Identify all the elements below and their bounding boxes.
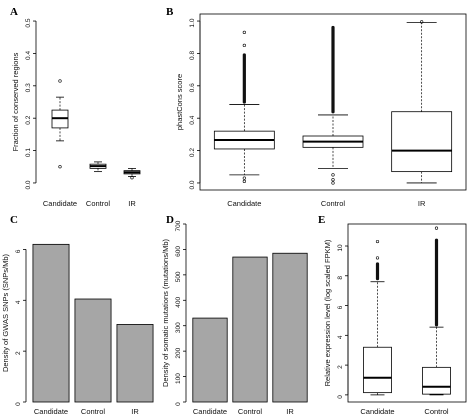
category-label: Candidate <box>34 407 68 416</box>
outlier-point <box>242 30 246 34</box>
category-label: IR <box>286 407 294 416</box>
y-tick-label: 700 <box>175 220 182 231</box>
y-tick-label: 8 <box>337 276 344 280</box>
outlier-point <box>434 226 439 230</box>
y-axis-label: Density of somatic mutations (mutations/… <box>161 239 170 387</box>
outlier-point <box>242 43 246 47</box>
y-tick-label: 500 <box>175 271 182 282</box>
category-label: IR <box>131 407 139 416</box>
outlier-band <box>434 238 439 327</box>
y-axis-label: phastCons score <box>175 74 184 130</box>
outlier-point <box>242 179 246 183</box>
panel-letter-b: B <box>166 6 174 18</box>
y-tick-label: 0.0 <box>189 180 196 189</box>
y-tick-label: 0 <box>337 395 344 399</box>
y-tick-label: 200 <box>175 347 182 358</box>
outlier-point <box>420 20 424 24</box>
y-tick-label: 0.6 <box>189 83 196 92</box>
y-tick-label: 300 <box>175 322 182 333</box>
bar <box>272 252 308 403</box>
outlier-point <box>375 256 380 260</box>
panel-letter-e: E <box>318 214 325 226</box>
category-label: Control <box>86 199 111 208</box>
category-label: Control <box>424 407 449 416</box>
category-label: Candidate <box>193 407 227 416</box>
outlier-band <box>331 25 335 114</box>
outlier-band <box>375 262 380 281</box>
y-tick-label: 4 <box>15 300 22 304</box>
outlier-point <box>375 239 380 244</box>
bar <box>232 256 268 403</box>
y-tick-label: 0.3 <box>25 83 32 92</box>
y-tick-label: 0.1 <box>25 148 32 157</box>
panel-c-bar-chart: 0 2 4 6 Density of GWAS SNPs (SNPs/Mb) Candid… <box>1 243 154 416</box>
category-label: Control <box>321 199 346 208</box>
category-label: Control <box>238 407 263 416</box>
y-axis-label: Relative expression level (log scaled FP… <box>323 239 332 386</box>
bar <box>32 243 70 403</box>
outlier-point <box>58 79 62 83</box>
outlier-point <box>331 181 335 185</box>
y-tick-label: 0.4 <box>189 115 196 124</box>
category-label: Candidate <box>43 199 77 208</box>
category-label: Candidate <box>360 407 394 416</box>
panel-letter-d: D <box>166 214 174 226</box>
y-tick-label: 100 <box>175 373 182 384</box>
y-tick-label: 6 <box>15 249 22 253</box>
y-tick-label: 600 <box>175 246 182 257</box>
panel-letter-c: C <box>10 214 18 226</box>
y-tick-label: 0 <box>15 402 22 406</box>
box <box>422 366 451 395</box>
y-tick-label: 10 <box>337 244 344 252</box>
bar <box>192 317 228 403</box>
y-tick-label: 0 <box>175 402 182 406</box>
y-tick-label: 2 <box>15 351 22 355</box>
y-tick-label: 0.2 <box>25 115 32 124</box>
category-label: IR <box>418 199 426 208</box>
panel-a-boxplot: 0.0 0.1 0.2 0.3 0.4 0.5 Fraction of conserved … <box>11 18 141 208</box>
category-label: Candidate <box>227 199 261 208</box>
panel-letter-a: A <box>10 6 18 18</box>
outlier-point <box>130 176 134 180</box>
y-tick-label: 0.2 <box>189 148 196 157</box>
outlier-point <box>242 176 246 180</box>
y-axis-label: Fraction of conserved regions <box>11 52 20 151</box>
y-tick-label: 0.5 <box>25 18 32 27</box>
y-tick-label: 2 <box>337 365 344 369</box>
y-tick-label: 400 <box>175 296 182 307</box>
bar <box>74 298 112 403</box>
y-tick-label: 0.4 <box>25 51 32 60</box>
y-tick-label: 6 <box>337 305 344 309</box>
outlier-point <box>58 165 62 169</box>
panel-b-boxplot: 0.0 0.2 0.4 0.6 0.8 1.0 phastCons score Candida… <box>175 13 467 208</box>
y-tick-label: 4 <box>337 335 344 339</box>
outlier-band <box>242 53 246 104</box>
y-tick-label: 0.8 <box>189 51 196 60</box>
category-label: IR <box>128 199 136 208</box>
bar <box>116 324 154 403</box>
category-label: Control <box>81 407 106 416</box>
box <box>363 346 392 394</box>
outlier-point <box>331 178 335 182</box>
y-tick-label: 0.0 <box>25 180 32 189</box>
box <box>391 111 453 173</box>
panel-e-boxplot: 0 2 4 6 8 10 Relative expression level (log sc… <box>323 223 467 416</box>
panel-d-bar-chart: 0 100 200 300 400 500 600 700 Density of somatic… <box>161 220 308 416</box>
outlier-point <box>331 173 335 177</box>
y-axis-label: Density of GWAS SNPs (SNPs/Mb) <box>1 253 10 372</box>
y-tick-label: 1.0 <box>189 18 196 27</box>
